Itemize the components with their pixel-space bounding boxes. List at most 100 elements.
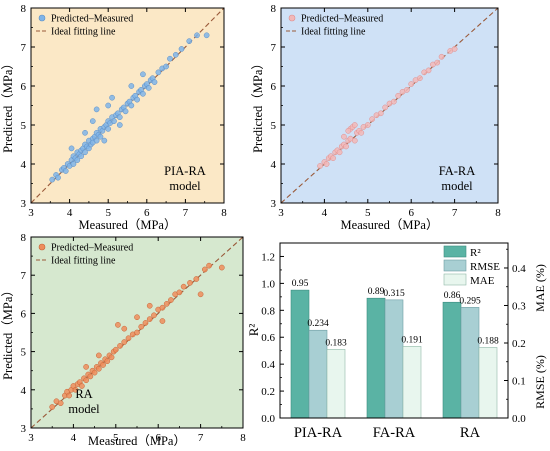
data-point (390, 98, 397, 105)
category-label: PIA-RA (294, 425, 343, 441)
legend-label-line: Ideal fitting line (51, 256, 116, 267)
data-point (79, 383, 85, 389)
legend-label-line: Ideal fitting line (301, 27, 366, 38)
legend-label-points: Predicted–Measured (301, 14, 383, 25)
data-point (49, 176, 56, 183)
plot-frame (279, 242, 509, 419)
legend-label: MAE (470, 275, 495, 287)
model-annotation-line2: model (169, 179, 201, 193)
data-point (105, 126, 112, 132)
data-point (140, 71, 146, 78)
data-point (108, 354, 115, 361)
data-point (330, 155, 336, 161)
data-point (178, 46, 185, 52)
data-point (203, 32, 210, 39)
data-point (95, 365, 102, 372)
data-point (172, 51, 179, 58)
y-tick-label: 7 (21, 42, 27, 54)
legend-swatch (443, 259, 467, 272)
y-tick-label: 6 (271, 81, 277, 93)
bar-value-label: 0.234 (307, 319, 329, 329)
metrics-bar-panel: 0.95 0.234 0.183 PIA-RA 0.89 0.315 0.191 FA-RA 0… (246, 242, 547, 441)
x-tick-label: 8 (495, 207, 501, 219)
data-point (193, 276, 200, 282)
y-left-tick-label: 0.2 (261, 386, 275, 398)
data-point (317, 163, 323, 169)
x-tick-label: 7 (452, 207, 458, 219)
y-axis-title: Predicted（MPa） (251, 57, 265, 153)
bar-value-label: 0.95 (292, 279, 309, 289)
x-axis-title: Measured（MPa） (88, 434, 186, 448)
bar-r2 (366, 297, 386, 419)
data-point (101, 137, 108, 144)
data-point (70, 161, 77, 167)
data-point (408, 81, 415, 87)
data-point (336, 149, 343, 156)
model-annotation-line1: PIA-RA (164, 164, 206, 178)
data-point (186, 38, 193, 45)
y-tick-label: 6 (21, 308, 27, 320)
data-point (201, 266, 208, 273)
bar-value-label: 0.295 (459, 296, 481, 306)
data-point (116, 122, 123, 128)
bar-value-label: 0.188 (477, 336, 499, 346)
data-point (49, 404, 56, 410)
bar-value-label: 0.86 (444, 291, 461, 301)
data-point (140, 90, 146, 97)
bar-mae (326, 349, 346, 419)
data-point (369, 116, 375, 123)
data-point (112, 346, 119, 353)
data-point (151, 312, 157, 319)
data-point (323, 161, 330, 167)
data-point (116, 114, 123, 121)
data-point (89, 118, 96, 124)
x-tick-label: 6 (144, 207, 150, 219)
data-point (91, 369, 98, 376)
y-tick-label: 4 (21, 159, 27, 171)
y-right-tick-label: 0.3 (512, 300, 526, 312)
data-point (377, 110, 384, 117)
data-point (121, 325, 128, 332)
y-tick-label: 5 (271, 120, 277, 132)
y-left-axis-title: R² (246, 324, 261, 337)
legend-marker-points (38, 243, 46, 251)
x-tick-label: 3 (28, 207, 34, 219)
data-point (163, 301, 170, 307)
legend-label: RMSE (470, 261, 500, 273)
legend-swatch (443, 245, 467, 258)
legend-label-points: Predicted–Measured (51, 14, 133, 25)
data-point (62, 168, 69, 174)
data-point (425, 67, 432, 74)
bar-mae (402, 346, 422, 419)
data-point (145, 85, 152, 91)
y-left-tick-label: 0.0 (261, 413, 275, 425)
data-point (451, 46, 458, 52)
data-point (218, 264, 225, 271)
data-point (345, 128, 352, 134)
category-label: FA-RA (373, 425, 416, 441)
bar-rmse (460, 307, 480, 419)
data-point (82, 149, 88, 156)
scatter-panel-ra: 3 4 5 6 7 8 3 4 5 6 7 8 Measured（MPa） Predicted（MPa） P… (1, 232, 246, 448)
data-point (115, 322, 121, 328)
y-left-tick-label: 0.4 (261, 359, 275, 371)
bar-value-label: 0.315 (383, 289, 405, 299)
y-right-tick-label: 0.1 (512, 375, 526, 387)
x-tick-label: 8 (221, 207, 227, 219)
bar-value-label: 0.183 (325, 338, 347, 348)
data-point (87, 373, 94, 380)
data-point (163, 63, 169, 70)
x-tick-label: 5 (365, 207, 371, 219)
y-tick-label: 7 (271, 42, 277, 54)
x-tick-label: 3 (278, 207, 284, 219)
y-right-tick-label: 0.4 (512, 263, 526, 275)
data-point (66, 392, 73, 399)
data-point (83, 377, 89, 384)
y-tick-label: 5 (21, 347, 27, 359)
data-point (117, 343, 123, 349)
y-tick-label: 8 (271, 3, 277, 15)
data-point (382, 104, 389, 111)
data-point (159, 304, 166, 311)
y-tick-label: 7 (21, 270, 27, 282)
y-tick-label: 3 (21, 423, 27, 435)
